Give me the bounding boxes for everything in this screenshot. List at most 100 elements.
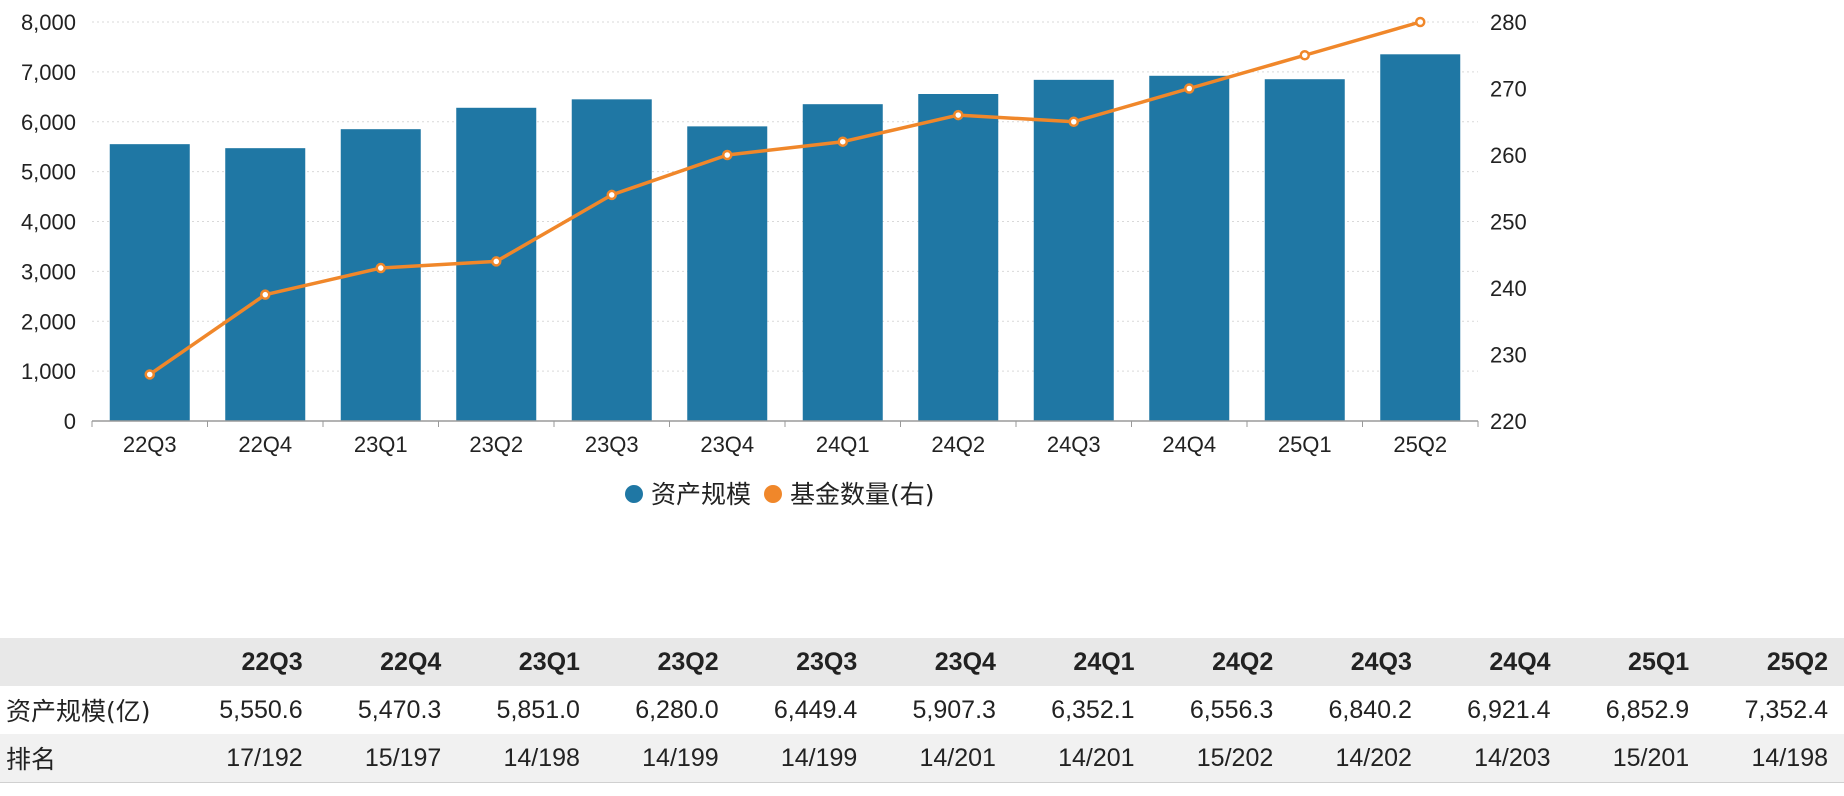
table-cell: 6,921.4 xyxy=(1467,695,1551,724)
y-left-tick-label: 2,000 xyxy=(21,309,76,334)
x-tick-label: 24Q2 xyxy=(931,432,985,457)
y-right-tick-label: 270 xyxy=(1490,77,1527,102)
data-table: 22Q3 22Q4 23Q1 23Q2 23Q3 23Q4 24Q1 24Q2 24Q3 24Q4… xyxy=(0,638,1844,783)
table-cell: 5,470.3 xyxy=(357,695,442,724)
x-tick-label: 24Q1 xyxy=(816,432,870,457)
table-header-cell: 25Q1 xyxy=(1566,638,1706,686)
table-cell: 5,550.6 xyxy=(219,695,303,724)
y-right-tick-label: 280 xyxy=(1490,10,1527,35)
table-header-cell: 23Q1 xyxy=(457,638,596,686)
table-row: 排名 17/192 15/197 14/198 14/199 14/199 14/201 14… xyxy=(0,734,1844,783)
table-cell: 5,907.3 xyxy=(912,695,996,724)
y-right-tick-label: 260 xyxy=(1490,143,1527,168)
table-row-label: 资产规模(亿) xyxy=(6,697,151,726)
table-cell: 15/197 xyxy=(318,734,458,783)
legend-label-fund-count: 基金数量(右) xyxy=(790,480,935,509)
table-cell: 14/199 xyxy=(734,734,874,783)
table-header-cell xyxy=(0,638,180,686)
table-header-cell: 25Q2 xyxy=(1705,638,1844,686)
fund-count-line xyxy=(148,20,1421,376)
legend-marker-fund-count xyxy=(764,485,782,503)
y-right-tick-label: 220 xyxy=(1490,409,1527,434)
table-cell: 6,352.1 xyxy=(1051,695,1135,724)
bar xyxy=(1033,79,1114,421)
line-point xyxy=(144,369,155,380)
table-cell: 6,556.3 xyxy=(1189,695,1274,724)
line-point xyxy=(1415,16,1426,28)
table-header-row: 22Q3 22Q4 23Q1 23Q2 23Q3 23Q4 24Q1 24Q2 24Q3 24Q4… xyxy=(0,638,1844,686)
table-header-cell: 23Q4 xyxy=(873,638,1012,686)
table-cell: 6,852.9 xyxy=(1605,695,1690,724)
y-left-tick-label: 4,000 xyxy=(21,210,76,235)
table-header-cell: 24Q3 xyxy=(1289,638,1428,686)
table-cell: 14/201 xyxy=(873,734,1012,783)
x-tick-label: 24Q3 xyxy=(1047,432,1101,457)
y-left-tick-label: 1,000 xyxy=(21,359,76,384)
bar xyxy=(802,104,883,421)
legend-marker-asset-scale xyxy=(625,485,643,503)
table-header-cell: 22Q3 xyxy=(180,638,319,686)
table-cell: 15/202 xyxy=(1150,734,1290,783)
table-header-cell: 23Q2 xyxy=(595,638,735,686)
table-header-cell: 24Q2 xyxy=(1150,638,1290,686)
line-point xyxy=(1299,50,1310,61)
y-left-tick-label: 0 xyxy=(64,409,76,434)
bar xyxy=(225,148,306,421)
y-left-tick-label: 3,000 xyxy=(21,259,76,284)
y-right-tick-label: 240 xyxy=(1490,276,1527,301)
table-cell: 6,449.4 xyxy=(773,695,858,724)
table-cell: 6,280.0 xyxy=(635,695,719,724)
line-point xyxy=(375,262,386,274)
line-point xyxy=(1068,116,1079,127)
table-header-cell: 22Q4 xyxy=(318,638,458,686)
table-header-cell: 24Q4 xyxy=(1427,638,1567,686)
table-cell: 14/202 xyxy=(1289,734,1428,783)
x-tick-label: 23Q4 xyxy=(700,432,754,457)
line-series-fund-count xyxy=(144,16,1426,380)
table-cell: 15/201 xyxy=(1566,734,1706,783)
bar xyxy=(571,99,652,421)
bar xyxy=(1149,75,1230,422)
line-point xyxy=(606,189,617,201)
x-tick-label: 22Q3 xyxy=(123,432,177,457)
x-tick-label: 23Q2 xyxy=(469,432,523,457)
x-tick-label: 23Q1 xyxy=(354,432,408,457)
line-point xyxy=(1184,83,1195,94)
bar xyxy=(1264,79,1345,421)
table-cell: 14/203 xyxy=(1427,734,1567,783)
y-left-tick-label: 6,000 xyxy=(21,110,76,135)
combo-chart: 0 1,000 2,000 3,000 4,000 5,000 6,000 7,000 8,00… xyxy=(21,10,1527,509)
table-cell: 7,352.4 xyxy=(1744,695,1828,724)
legend: 资产规模 基金数量(右) xyxy=(625,480,935,509)
table-cell: 14/199 xyxy=(595,734,735,783)
line-point xyxy=(837,136,848,147)
y-left-tick-label: 5,000 xyxy=(21,160,76,185)
y-left-tick-label: 7,000 xyxy=(21,60,76,85)
table-header-cell: 23Q3 xyxy=(734,638,874,686)
line-point xyxy=(491,256,502,267)
line-point xyxy=(722,149,733,161)
legend-label-asset-scale: 资产规模 xyxy=(651,480,751,509)
line-point xyxy=(260,289,271,300)
bar xyxy=(918,94,999,421)
line-point xyxy=(953,109,964,121)
table-cell: 14/201 xyxy=(1011,734,1151,783)
table-cell: 14/198 xyxy=(1705,734,1844,783)
table-cell: 5,851.0 xyxy=(496,695,580,724)
axes: 0 1,000 2,000 3,000 4,000 5,000 6,000 7,000 8,00… xyxy=(21,10,1527,457)
y-right-tick-label: 230 xyxy=(1490,343,1527,368)
table-header-cell: 24Q1 xyxy=(1011,638,1151,686)
x-tick-label: 25Q1 xyxy=(1278,432,1332,457)
bar xyxy=(687,126,768,421)
table-cell: 6,840.2 xyxy=(1328,695,1412,724)
y-left-tick-label: 8,000 xyxy=(21,10,76,35)
bar-series-asset-scale xyxy=(109,54,1461,422)
x-tick-label: 23Q3 xyxy=(585,432,639,457)
table-row-label: 排名 xyxy=(0,734,180,783)
table-row: 资产规模(亿) 5,550.6 5,470.3 5,851.0 6,280.0 6,449… xyxy=(0,686,1844,734)
bar xyxy=(1380,54,1461,422)
x-tick-label: 22Q4 xyxy=(238,432,292,457)
y-right-tick-label: 250 xyxy=(1490,210,1527,235)
table-cell: 17/192 xyxy=(180,734,319,783)
table-cell: 14/198 xyxy=(457,734,596,783)
